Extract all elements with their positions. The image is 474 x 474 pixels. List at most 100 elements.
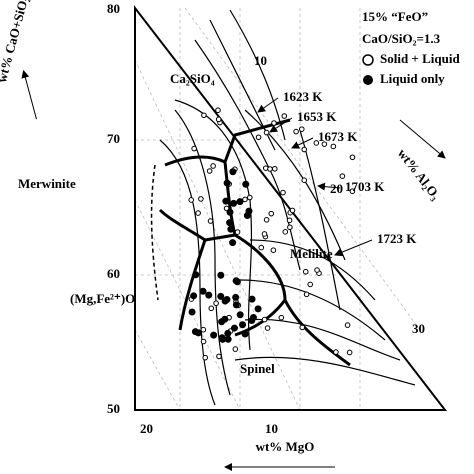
solid-liquid-point <box>313 140 320 146</box>
solid-liquid-point <box>307 281 314 288</box>
solid-liquid-point <box>234 229 241 235</box>
liquid-point <box>221 297 229 305</box>
solid-liquid-point <box>278 314 285 321</box>
liquid-point <box>243 211 251 219</box>
solid-liquid-point <box>349 154 356 161</box>
solid-liquid-point <box>261 316 268 323</box>
liquid-point <box>222 197 230 205</box>
tick-label: 70 <box>107 131 120 146</box>
solid-liquid-point <box>200 326 207 333</box>
liquid-point <box>226 219 234 227</box>
triangle <box>134 5 448 411</box>
solid-liquid-point <box>282 229 289 235</box>
solid-liquid-point <box>287 224 293 231</box>
tick-label: 10 <box>254 53 267 68</box>
solid-liquid-point <box>298 126 305 132</box>
solid-liquid-point <box>344 322 351 328</box>
solid-liquid-point <box>210 163 216 169</box>
solid-liquid-point <box>206 168 213 174</box>
solid-liquid-point <box>281 113 288 119</box>
liquid-point <box>239 321 247 329</box>
tick-label: 50 <box>107 401 120 416</box>
solid-liquid-point <box>213 300 219 307</box>
solid-liquid-point <box>215 116 222 123</box>
tick-label: 30 <box>412 321 425 336</box>
solid-liquid-point <box>349 188 356 195</box>
solid-liquid-point <box>201 112 207 119</box>
solid-liquid-point <box>263 217 270 223</box>
legend-filled <box>363 75 373 85</box>
solid-liquid-point <box>330 143 337 150</box>
solid-liquid-point <box>188 197 194 203</box>
axis-label: wt% MgO <box>256 439 315 454</box>
isotherm-label: 1623 K <box>283 89 323 104</box>
liquid-point <box>217 271 225 279</box>
liquid-point <box>229 239 237 247</box>
solid-liquid-point <box>301 177 308 184</box>
liquid-point <box>236 198 244 206</box>
region-label: Spinel <box>240 361 275 376</box>
tick-label: 60 <box>107 266 120 281</box>
liquid-point <box>205 291 213 299</box>
region-label: Merwinite <box>18 176 76 191</box>
solid-liquid-point <box>267 166 273 172</box>
axis-label: wt% CaO+SiO₂ <box>0 0 31 84</box>
liquid-point <box>199 287 207 295</box>
liquid-point <box>229 168 237 176</box>
solid-liquid-point <box>191 145 197 152</box>
liquid-point <box>248 317 256 325</box>
solid-liquid-point <box>268 210 275 217</box>
solid-liquid-point <box>302 268 309 275</box>
region-label: Ca₂SiO₄ <box>170 71 215 86</box>
liquid-point <box>232 293 240 301</box>
solid-liquid-point <box>246 194 253 201</box>
liquid-point <box>230 199 238 207</box>
solid-liquid-point <box>195 210 201 216</box>
solid-liquid-point <box>301 146 308 153</box>
solid-liquid-point <box>280 189 286 196</box>
tick-label: 10 <box>265 421 278 436</box>
solid-liquid-point <box>198 196 204 202</box>
liquid-point <box>217 292 225 300</box>
legend-open-label: Solid + Liquid <box>380 51 460 66</box>
liquid-point <box>192 271 200 279</box>
solid-liquid-point <box>271 120 277 126</box>
solid-liquid-point <box>202 354 209 361</box>
solid-liquid-point <box>346 349 353 356</box>
liquid-point <box>219 335 227 343</box>
solid-liquid-point <box>215 107 221 114</box>
liquid-point <box>223 179 231 187</box>
tick-label: 80 <box>107 1 120 16</box>
solid-liquid-point <box>339 173 346 179</box>
solid-liquid-point <box>263 129 270 136</box>
liquid-point <box>190 292 198 300</box>
solid-liquid-point <box>289 207 296 214</box>
region-label: (Mg,Fe²⁺)O <box>70 291 135 306</box>
solid-liquid-point <box>223 205 230 212</box>
solid-liquid-point <box>216 353 222 360</box>
solid-liquid-point <box>208 305 215 312</box>
tick-label: 20 <box>330 181 343 196</box>
solid-liquid-point <box>232 346 239 352</box>
liquid-point <box>230 324 238 332</box>
solid-liquid-point <box>207 218 214 224</box>
isotherms <box>159 9 416 406</box>
data-points <box>188 107 356 361</box>
axis-label: wt% Al₂O₃ <box>395 146 444 203</box>
liquid-point <box>248 295 256 303</box>
liquid-point <box>210 331 218 339</box>
liquid-point <box>241 330 249 338</box>
isotherm-label: 1673 K <box>318 129 358 144</box>
solid-liquid-point <box>200 338 207 345</box>
liquid-point <box>242 180 250 188</box>
liquid-point <box>236 311 244 319</box>
region-label: Melilite <box>290 246 333 261</box>
solid-liquid-point <box>299 324 306 331</box>
isotherm-arrows <box>21 69 446 471</box>
solid-liquid-point <box>303 291 310 298</box>
solid-liquid-point <box>333 349 339 355</box>
grid <box>134 7 421 411</box>
liquid-point <box>194 329 202 337</box>
solid-liquid-point <box>270 247 277 253</box>
